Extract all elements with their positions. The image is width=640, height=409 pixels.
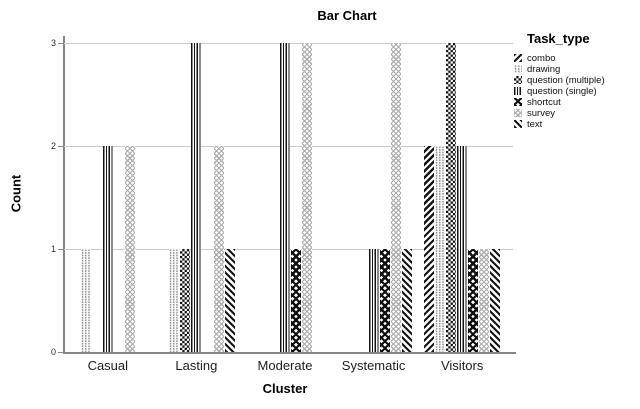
legend-label: question (multiple) bbox=[527, 75, 605, 86]
x-category-label: Systematic bbox=[341, 358, 406, 373]
y-tick-label: 0 bbox=[50, 347, 56, 357]
bar-shortcut bbox=[468, 249, 479, 352]
diamond-dark-swatch-icon bbox=[514, 98, 522, 106]
bar-question-single- bbox=[280, 43, 290, 352]
legend-title: Task_type bbox=[527, 31, 590, 46]
bar-survey bbox=[302, 43, 313, 352]
x-axis-line bbox=[63, 352, 516, 354]
y-tick-label: 3 bbox=[50, 38, 56, 48]
bar-shortcut bbox=[379, 249, 390, 352]
y-tick-mark bbox=[58, 352, 63, 353]
bar-combo bbox=[424, 146, 434, 352]
bar-survey bbox=[124, 146, 135, 352]
legend-label: combo bbox=[527, 53, 556, 64]
bar-drawing bbox=[169, 249, 180, 352]
checkerboard-swatch-icon bbox=[514, 76, 522, 84]
bar-question-single- bbox=[191, 43, 202, 352]
bar-drawing bbox=[80, 249, 91, 352]
y-tick-mark bbox=[58, 43, 63, 44]
legend-label: drawing bbox=[527, 64, 561, 75]
bar-text bbox=[490, 249, 501, 352]
bar-question-single- bbox=[102, 146, 113, 352]
bar-question-multiple- bbox=[446, 43, 457, 352]
y-tick-mark bbox=[58, 249, 63, 250]
y-tick-label: 1 bbox=[50, 244, 56, 254]
legend-label: question (single) bbox=[527, 86, 597, 97]
x-category-label: Lasting bbox=[175, 358, 218, 373]
x-category-label: Visitors bbox=[440, 358, 484, 373]
bar-drawing bbox=[435, 146, 446, 352]
lattice-light-swatch-icon bbox=[514, 109, 522, 117]
legend-label: survey bbox=[527, 108, 555, 119]
bar-shortcut bbox=[291, 249, 302, 352]
x-axis-title: Cluster bbox=[262, 381, 308, 396]
legend-label: shortcut bbox=[527, 97, 561, 108]
y-axis-title: Count bbox=[8, 174, 24, 213]
y-tick-label: 2 bbox=[50, 141, 56, 151]
bar-question-single- bbox=[368, 249, 379, 352]
bar-question-single- bbox=[457, 146, 468, 352]
bar-question-multiple- bbox=[180, 249, 191, 352]
diagonal-up-swatch-icon bbox=[514, 54, 522, 62]
diagonal-down-swatch-icon bbox=[514, 120, 522, 128]
bar-text bbox=[224, 249, 235, 352]
dots-light-swatch-icon bbox=[514, 65, 522, 73]
bar-survey bbox=[479, 249, 490, 352]
bar-survey bbox=[213, 146, 224, 352]
y-tick-mark bbox=[58, 146, 63, 147]
vertical-lines-swatch-icon bbox=[514, 87, 522, 95]
bar-survey bbox=[390, 43, 401, 352]
chart-title: Bar Chart bbox=[317, 8, 377, 23]
x-category-label: Moderate bbox=[257, 358, 313, 373]
bar-text bbox=[401, 249, 412, 352]
legend-label: text bbox=[527, 119, 543, 130]
y-axis-line bbox=[63, 36, 65, 353]
x-category-label: Casual bbox=[87, 358, 129, 373]
